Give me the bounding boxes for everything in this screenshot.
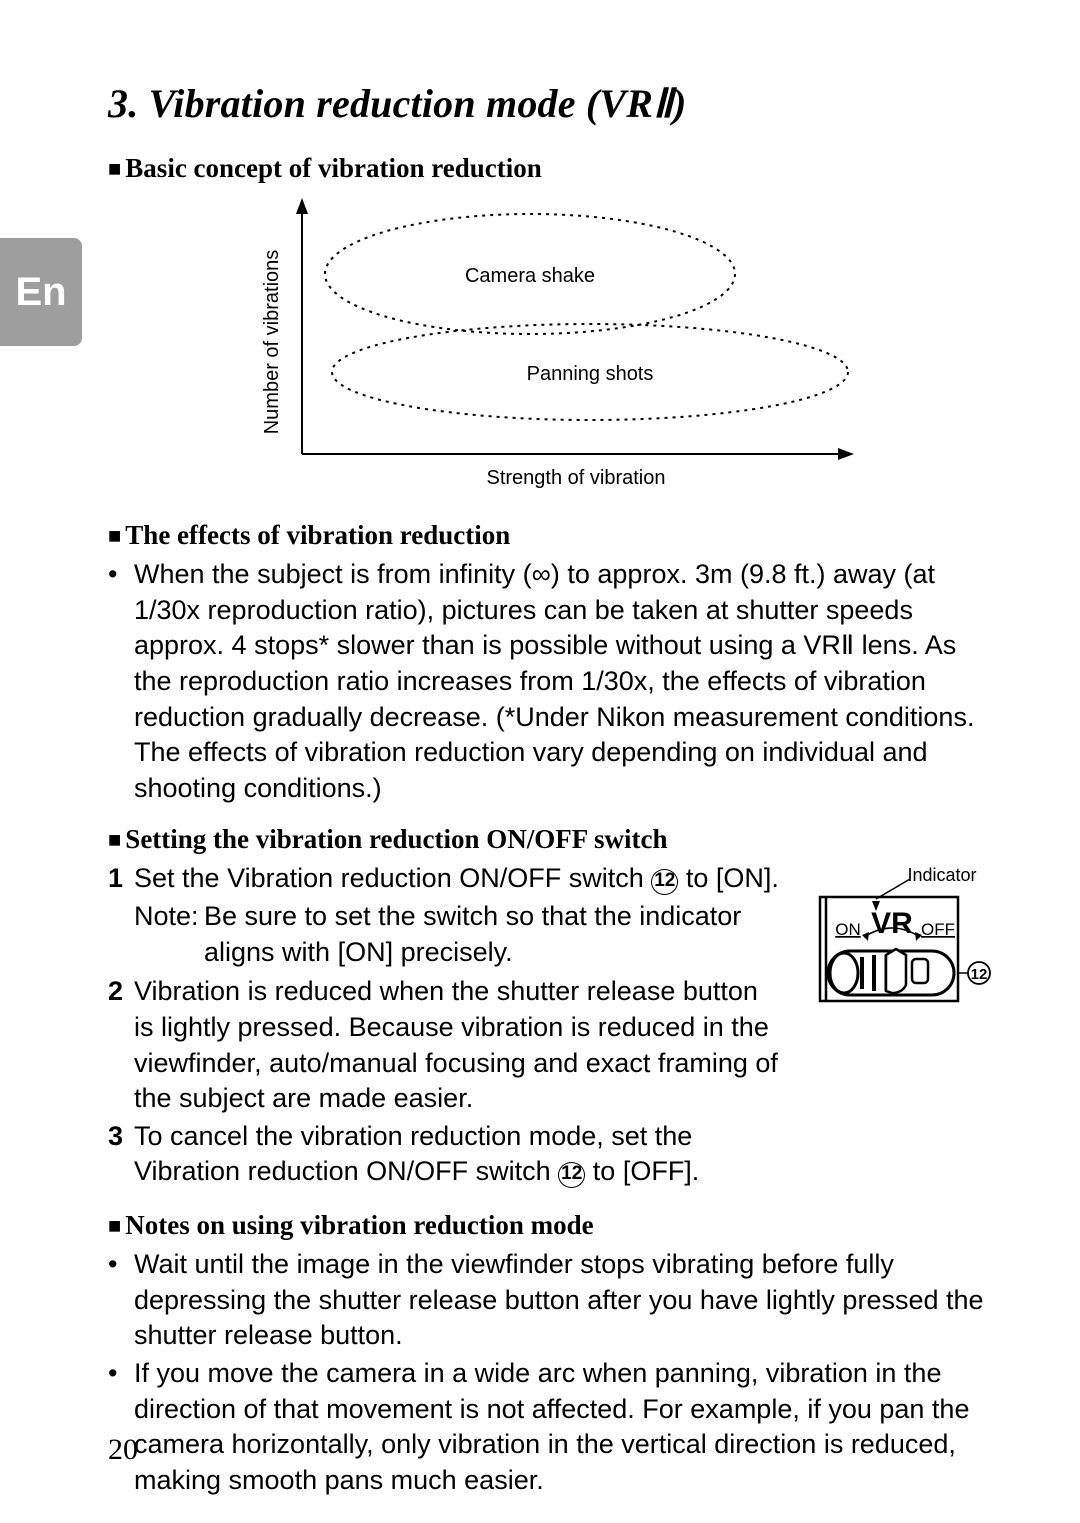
bullet-dot-icon: •: [108, 1247, 134, 1283]
step1-b: to [ON].: [678, 863, 779, 893]
step-number: 2: [108, 974, 134, 1010]
vr-label: VR: [871, 907, 913, 940]
notes-bullet-1: • Wait until the image in the viewfinder…: [108, 1247, 992, 1354]
step-1-text: Set the Vibration reduction ON/OFF switc…: [134, 861, 779, 897]
switch-ref-num: 12: [971, 966, 988, 983]
bullet-square-icon: ■: [108, 1213, 121, 1239]
step3-b: to [OFF].: [585, 1156, 699, 1186]
subhead-text: Basic concept of vibration reduction: [125, 153, 541, 184]
manual-page: En 3. Vibration reduction mode (VRⅡ) ■ B…: [0, 0, 1080, 1523]
notes-text-1: Wait until the image in the viewfinder s…: [134, 1247, 992, 1354]
effects-bullet-1: • When the subject is from infinity (∞) …: [108, 557, 992, 806]
step-2-text: Vibration is reduced when the shutter re…: [134, 974, 784, 1117]
ellipse-bottom-label: Panning shots: [527, 363, 654, 385]
subhead-text: Setting the vibration reduction ON/OFF s…: [125, 824, 667, 855]
step-3-text: To cancel the vibration reduction mode, …: [134, 1119, 784, 1190]
indicator-label: Indicator: [907, 867, 976, 885]
notes-text-2: If you move the camera in a wide arc whe…: [134, 1356, 992, 1499]
step-3: 3 To cancel the vibration reduction mode…: [108, 1119, 784, 1190]
language-tab: En: [0, 238, 82, 346]
off-label: OFF: [921, 920, 955, 939]
step1-a: Set the Vibration reduction ON/OFF switc…: [134, 863, 651, 893]
bullet-square-icon: ■: [108, 827, 121, 853]
bullet-dot-icon: •: [108, 1356, 134, 1392]
step1-note-row: Note: Be sure to set the switch so that …: [134, 899, 784, 970]
language-code: En: [15, 270, 66, 315]
step-number: 3: [108, 1119, 134, 1155]
section-concept: ■ Basic concept of vibration reduction N…: [108, 153, 992, 492]
bullet-dot-icon: •: [108, 557, 134, 593]
subhead-setting: ■ Setting the vibration reduction ON/OFF…: [108, 824, 992, 855]
bullet-square-icon: ■: [108, 156, 121, 182]
bullet-square-icon: ■: [108, 523, 121, 549]
subhead-concept: ■ Basic concept of vibration reduction: [108, 153, 992, 184]
step-2: 2 Vibration is reduced when the shutter …: [108, 974, 784, 1117]
subhead-effects: ■ The effects of vibration reduction: [108, 520, 992, 551]
step-1: 1 Set the Vibration reduction ON/OFF swi…: [108, 861, 784, 897]
subhead-text: Notes on using vibration reduction mode: [125, 1210, 593, 1241]
subhead-notes: ■ Notes on using vibration reduction mod…: [108, 1210, 992, 1241]
notes-bullet-2: • If you move the camera in a wide arc w…: [108, 1356, 992, 1499]
vr-switch-svg: Indicator VR ON OFF: [812, 867, 992, 1017]
ellipse-top-label: Camera shake: [465, 265, 595, 287]
switch-diagram: Indicator VR ON OFF: [812, 861, 992, 1022]
page-number: 20: [108, 1433, 138, 1467]
concept-chart: Number of vibrations Strength of vibrati…: [230, 192, 870, 492]
page-title: 3. Vibration reduction mode (VRⅡ): [108, 80, 992, 127]
step-number: 1: [108, 861, 134, 897]
setting-block: 1 Set the Vibration reduction ON/OFF swi…: [108, 861, 992, 1192]
note-word: Note:: [134, 899, 204, 970]
ref-circled-12: 12: [651, 869, 678, 895]
concept-chart-wrap: Number of vibrations Strength of vibrati…: [108, 192, 992, 492]
section-setting: ■ Setting the vibration reduction ON/OFF…: [108, 824, 992, 1192]
section-effects: ■ The effects of vibration reduction • W…: [108, 520, 992, 806]
y-axis-label: Number of vibrations: [261, 250, 283, 435]
subhead-text: The effects of vibration reduction: [125, 520, 510, 551]
section-notes: ■ Notes on using vibration reduction mod…: [108, 1210, 992, 1498]
on-label: ON: [835, 920, 861, 939]
effects-text: When the subject is from infinity (∞) to…: [134, 557, 992, 806]
setting-steps: 1 Set the Vibration reduction ON/OFF swi…: [108, 861, 784, 1192]
ref-circled-12: 12: [558, 1162, 585, 1188]
x-axis-label: Strength of vibration: [487, 467, 666, 489]
note-body: Be sure to set the switch so that the in…: [204, 899, 784, 970]
